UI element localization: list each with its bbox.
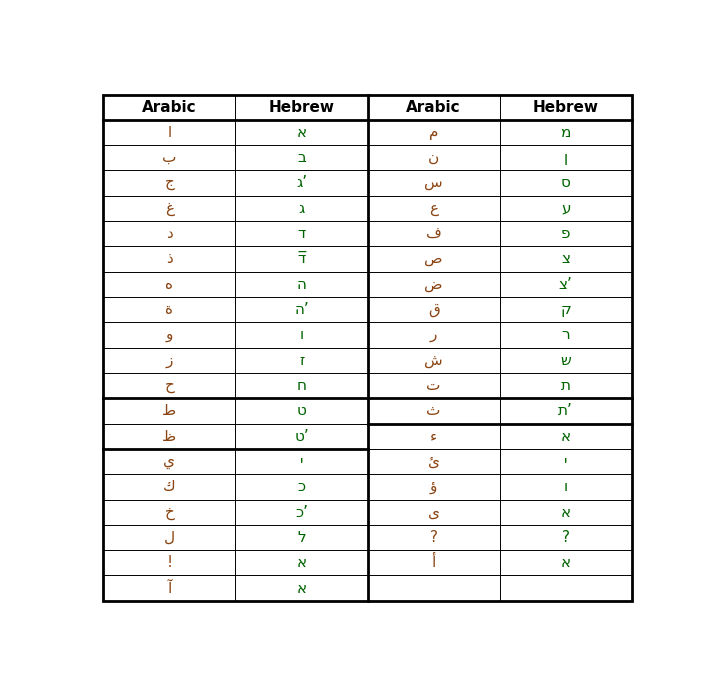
Text: ?: ?	[562, 530, 570, 545]
Text: ן: ן	[563, 150, 568, 165]
Text: ת’: ת’	[558, 403, 573, 418]
Text: ع: ع	[429, 201, 438, 216]
Text: ס: ס	[561, 175, 571, 190]
Text: ر: ر	[430, 327, 438, 342]
Text: ג’: ג’	[296, 175, 307, 190]
Text: י: י	[564, 454, 568, 469]
Text: ג: ג	[298, 201, 305, 216]
Text: ئ: ئ	[428, 454, 440, 469]
Text: Hebrew: Hebrew	[533, 100, 598, 115]
Text: ה’: ה’	[294, 302, 309, 317]
Text: ط: ط	[162, 403, 177, 418]
Text: כ’: כ’	[295, 505, 308, 520]
Text: פ: פ	[561, 226, 571, 241]
Text: ב: ב	[297, 150, 306, 165]
Text: ش: ش	[425, 353, 443, 368]
Text: ؤ: ؤ	[430, 479, 438, 494]
Text: י: י	[300, 454, 303, 469]
Text: خ: خ	[164, 505, 174, 520]
Text: م: م	[429, 125, 438, 140]
Text: ظ: ظ	[162, 429, 177, 444]
Text: س: س	[425, 175, 443, 190]
Text: ض: ض	[425, 277, 443, 292]
Text: א: א	[297, 580, 307, 595]
Text: آ: آ	[167, 580, 172, 595]
Text: צ’: צ’	[559, 277, 573, 292]
Text: ע: ע	[561, 201, 571, 216]
Text: ה: ה	[297, 277, 307, 292]
Text: א: א	[297, 125, 307, 140]
Text: א: א	[297, 555, 307, 570]
Text: ש: ש	[561, 353, 571, 368]
Text: ء: ء	[430, 429, 438, 444]
Text: أ: أ	[431, 555, 436, 570]
Text: ו: ו	[563, 479, 568, 494]
Text: ز: ز	[166, 353, 173, 368]
Text: ל: ל	[297, 530, 306, 545]
Text: ק: ק	[561, 302, 571, 317]
Text: ד: ד	[297, 226, 305, 241]
Text: ט: ט	[297, 403, 307, 418]
Text: ف: ف	[426, 226, 442, 241]
Text: ت: ت	[426, 378, 441, 393]
Text: غ: غ	[165, 201, 174, 216]
Text: כ: כ	[297, 479, 305, 494]
Text: ة: ة	[165, 302, 174, 317]
Text: !: !	[167, 555, 172, 570]
Text: צ: צ	[561, 252, 571, 267]
Text: Arabic: Arabic	[142, 100, 197, 115]
Text: ن: ن	[428, 150, 439, 165]
Text: ى: ى	[428, 505, 440, 520]
Text: ח: ח	[297, 378, 307, 393]
Text: ת: ת	[561, 378, 571, 393]
Text: ז: ז	[299, 353, 304, 368]
Text: ר: ר	[561, 327, 570, 342]
Text: ו: ו	[300, 327, 304, 342]
Text: ق: ق	[428, 302, 440, 317]
Text: ح: ح	[164, 378, 174, 393]
Text: ا: ا	[167, 125, 172, 140]
Text: ب: ب	[162, 150, 177, 165]
Text: د: د	[166, 226, 173, 241]
Text: מ: מ	[561, 125, 571, 140]
Text: ي: ي	[164, 454, 175, 469]
Text: ث: ث	[426, 403, 441, 418]
Text: א: א	[561, 429, 571, 444]
Text: و: و	[166, 327, 173, 342]
Text: ك: ك	[163, 479, 176, 494]
Text: א: א	[561, 505, 571, 520]
Text: ص: ص	[425, 252, 443, 267]
Text: ج: ج	[164, 175, 174, 190]
Text: ?: ?	[430, 530, 438, 545]
Text: ذ: ذ	[166, 252, 173, 267]
Text: ד̅: ד̅	[297, 252, 305, 267]
Text: Hebrew: Hebrew	[269, 100, 335, 115]
Text: ه: ه	[165, 277, 174, 292]
Text: ل: ل	[164, 530, 175, 545]
Text: ט’: ט’	[294, 429, 309, 444]
Text: Arabic: Arabic	[406, 100, 461, 115]
Text: א: א	[561, 555, 571, 570]
